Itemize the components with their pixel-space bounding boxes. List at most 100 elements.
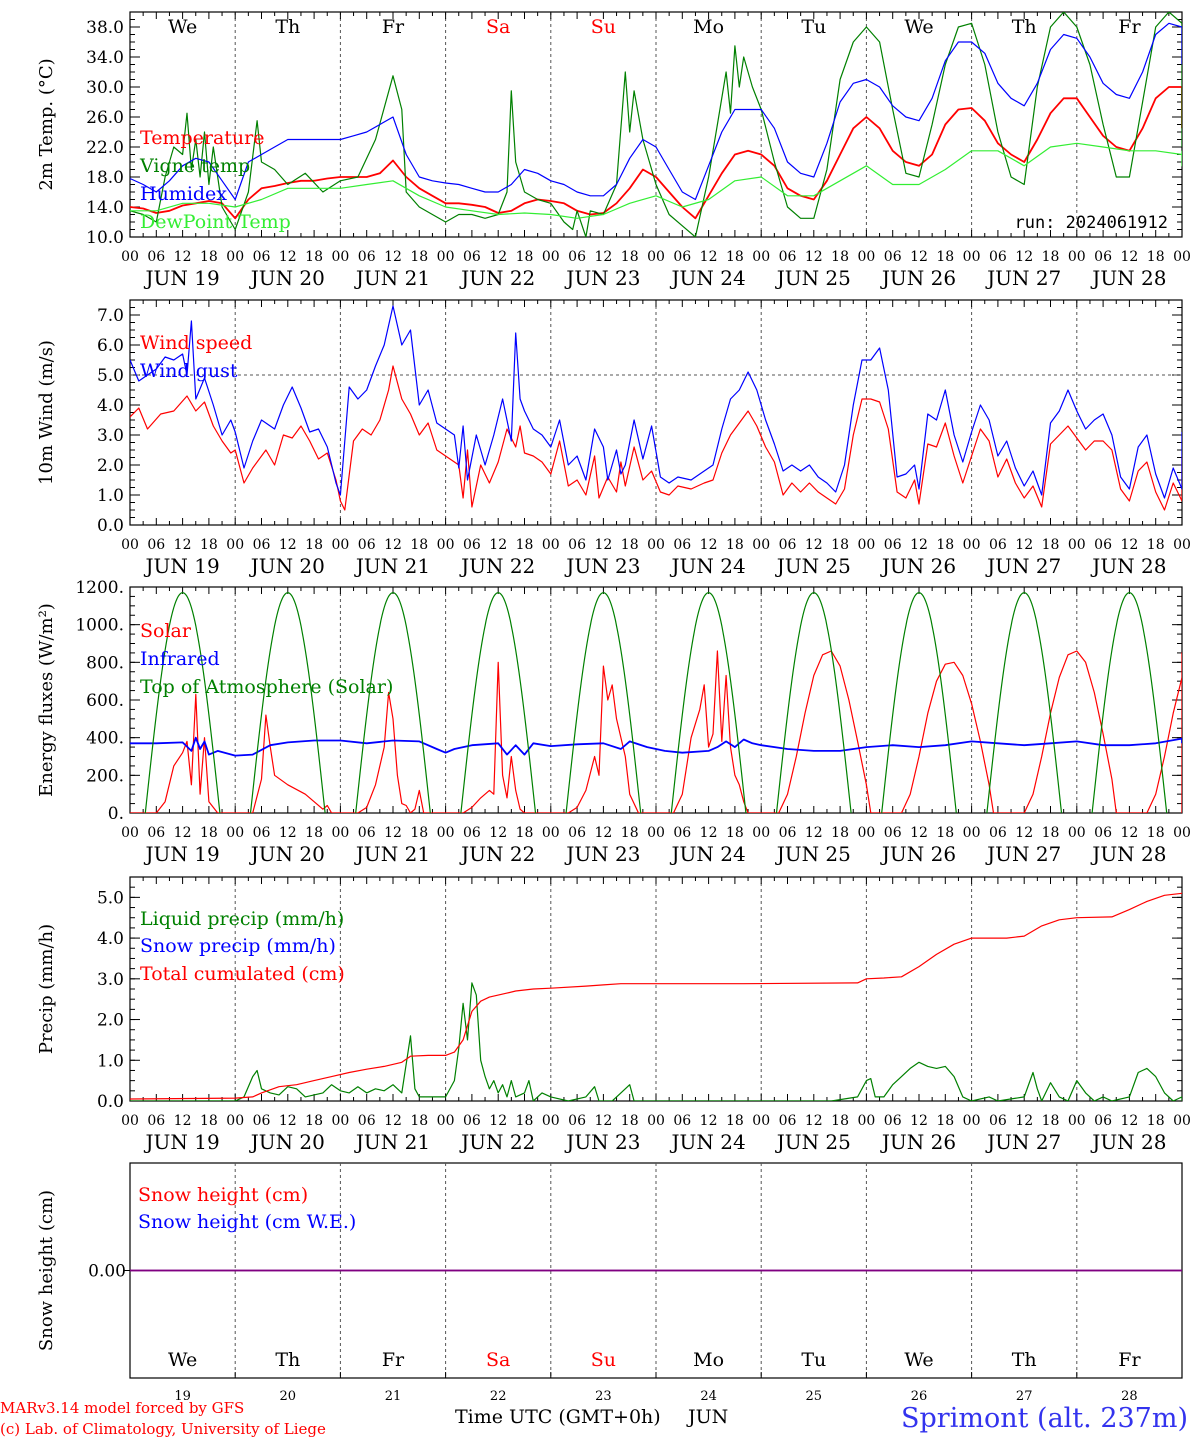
temperature-hour-label: 00 bbox=[542, 249, 560, 265]
wind-hour-label: 06 bbox=[884, 537, 902, 553]
precip-hour-label: 00 bbox=[963, 1113, 981, 1129]
precip-hour-label: 12 bbox=[174, 1113, 192, 1129]
precip-date-label: JUN 21 bbox=[354, 1130, 430, 1154]
temperature-hour-label: 12 bbox=[1120, 249, 1138, 265]
energy-hour-label: 00 bbox=[121, 825, 139, 841]
precip-hour-label: 06 bbox=[779, 1113, 797, 1129]
temperature-day-name: Th bbox=[275, 16, 300, 38]
temperature-hour-label: 18 bbox=[200, 249, 218, 265]
snow-legend-snow-height-cm-: Snow height (cm) bbox=[138, 1184, 308, 1206]
snow-day-number: 22 bbox=[490, 1389, 507, 1404]
energy-hour-label: 00 bbox=[1068, 825, 1086, 841]
temperature-day-name: Sa bbox=[486, 16, 510, 38]
energy-date-label: JUN 19 bbox=[144, 842, 220, 866]
wind-ytick-label: 2.0 bbox=[97, 456, 124, 476]
energy-hour-label: 06 bbox=[884, 825, 902, 841]
temperature-hour-label: 18 bbox=[1147, 249, 1165, 265]
energy-hour-label: 18 bbox=[305, 825, 323, 841]
temperature-hour-label: 18 bbox=[621, 249, 639, 265]
footer-lab: (c) Lab. of Climatology, University of L… bbox=[0, 1420, 326, 1438]
wind-date-label: JUN 25 bbox=[775, 554, 851, 578]
energy-hour-label: 00 bbox=[437, 825, 455, 841]
energy-legend-infrared: Infrared bbox=[140, 648, 220, 670]
snow-day-number: 25 bbox=[806, 1389, 823, 1404]
panels: 10.0 14.0 18.0 22.0 26.0 30.0 34.0 38.0 2m Temp.… bbox=[36, 11, 1191, 1404]
wind-hour-label: 06 bbox=[147, 537, 165, 553]
temperature-date-label: JUN 19 bbox=[144, 266, 220, 290]
wind-hour-label: 12 bbox=[384, 537, 402, 553]
temperature-series-vigne-temp bbox=[130, 12, 1182, 237]
snow-legend-snow-height-cm-w-e-: Snow height (cm W.E.) bbox=[138, 1211, 356, 1233]
precip-hour-label: 06 bbox=[568, 1113, 586, 1129]
temperature-hour-label: 12 bbox=[594, 249, 612, 265]
wind-ytick-label: 5.0 bbox=[97, 366, 124, 386]
energy-date-label: JUN 24 bbox=[670, 842, 746, 866]
temperature-hour-label: 06 bbox=[989, 249, 1007, 265]
temperature-ytick-label: 18.0 bbox=[86, 168, 124, 188]
precip-hour-label: 06 bbox=[673, 1113, 691, 1129]
energy-series-solar bbox=[130, 650, 1182, 813]
temperature-day-name: We bbox=[904, 16, 933, 38]
wind-hour-label: 00 bbox=[121, 537, 139, 553]
temperature-day-name: Th bbox=[1012, 16, 1037, 38]
temperature-hour-label: 18 bbox=[936, 249, 954, 265]
wind-hour-label: 06 bbox=[568, 537, 586, 553]
wind-hour-label: 06 bbox=[358, 537, 376, 553]
precip-hour-label: 12 bbox=[1015, 1113, 1033, 1129]
snow-day-name: Tu bbox=[801, 1349, 826, 1371]
energy-date-label: JUN 27 bbox=[985, 842, 1061, 866]
wind-legend-wind-speed: Wind speed bbox=[140, 332, 252, 354]
snow-day-name: Th bbox=[1012, 1349, 1037, 1371]
run-label: run: 2024061912 bbox=[1014, 213, 1168, 233]
wind-hour-label: 12 bbox=[805, 537, 823, 553]
precip-series-total-cumulated-cm- bbox=[130, 892, 1182, 1100]
wind-hour-label: 00 bbox=[1068, 537, 1086, 553]
temperature-legend-humidex: Humidex bbox=[140, 183, 227, 205]
precip-hour-label: 00 bbox=[226, 1113, 244, 1129]
energy-hour-label: 18 bbox=[831, 825, 849, 841]
energy-ytick-label: 200. bbox=[86, 766, 124, 786]
snow-day-number: 19 bbox=[174, 1389, 191, 1404]
precip-ytick-label: 2.0 bbox=[97, 1011, 124, 1031]
wind-date-label: JUN 20 bbox=[249, 554, 325, 578]
energy-hour-label: 06 bbox=[568, 825, 586, 841]
temperature-hour-label: 06 bbox=[1094, 249, 1112, 265]
wind-series-group bbox=[130, 305, 1182, 511]
precip-hour-label: 12 bbox=[594, 1113, 612, 1129]
wind-hour-label: 18 bbox=[726, 537, 744, 553]
wind-ytick-label: 1.0 bbox=[97, 486, 124, 506]
snow-day-number: 28 bbox=[1121, 1389, 1138, 1404]
wind-hour-label: 06 bbox=[989, 537, 1007, 553]
temperature-day-name: We bbox=[168, 16, 197, 38]
wind-hour-label: 06 bbox=[779, 537, 797, 553]
temperature-legend-temperature: Temperature bbox=[140, 127, 264, 149]
precip-hour-label: 06 bbox=[358, 1113, 376, 1129]
energy-hour-label: 06 bbox=[989, 825, 1007, 841]
precip-hour-label: 00 bbox=[647, 1113, 665, 1129]
temperature-hour-label: 00 bbox=[331, 249, 349, 265]
energy-hour-label: 06 bbox=[1094, 825, 1112, 841]
snow-day-name: Fr bbox=[382, 1349, 405, 1371]
energy-series-infrared bbox=[130, 736, 1182, 757]
temperature-date-label: JUN 28 bbox=[1090, 266, 1166, 290]
energy-ytick-label: 0. bbox=[108, 804, 124, 824]
precip-hour-label: 00 bbox=[331, 1113, 349, 1129]
precip-hour-label: 06 bbox=[1094, 1113, 1112, 1129]
energy-hour-label: 00 bbox=[857, 825, 875, 841]
snow-day-number: 20 bbox=[280, 1389, 297, 1404]
temperature-hour-label: 12 bbox=[489, 249, 507, 265]
energy-hour-label: 12 bbox=[594, 825, 612, 841]
wind-date-label: JUN 26 bbox=[880, 554, 956, 578]
precip-hour-label: 00 bbox=[437, 1113, 455, 1129]
precip-hour-label: 18 bbox=[726, 1113, 744, 1129]
energy-hour-label: 18 bbox=[1147, 825, 1165, 841]
precip-hour-label: 18 bbox=[1042, 1113, 1060, 1129]
wind-ytick-label: 3.0 bbox=[97, 426, 124, 446]
precip-hour-label: 12 bbox=[910, 1113, 928, 1129]
wind-hour-label: 00 bbox=[331, 537, 349, 553]
panel-snow: 0.00 Snow height (cm) Snow height (cm) Snow… bbox=[36, 1162, 1183, 1404]
temperature-hour-label: 00 bbox=[963, 249, 981, 265]
wind-hour-label: 00 bbox=[963, 537, 981, 553]
temperature-legend-vigne-temp: Vigne temp bbox=[139, 155, 250, 177]
energy-ytick-label: 800. bbox=[86, 653, 124, 673]
